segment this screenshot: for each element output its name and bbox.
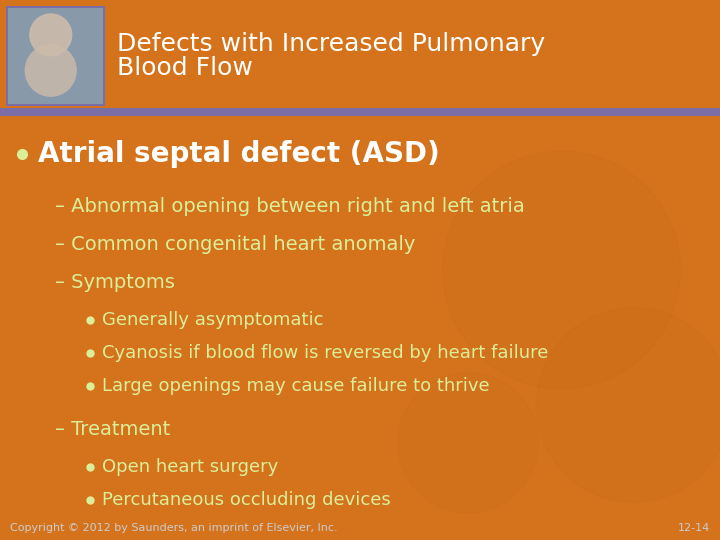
Text: Cyanosis if blood flow is reversed by heart failure: Cyanosis if blood flow is reversed by he… [102,344,549,362]
Text: Open heart surgery: Open heart surgery [102,458,278,476]
Text: – Common congenital heart anomaly: – Common congenital heart anomaly [55,234,415,254]
Circle shape [397,373,539,513]
Text: – Symptoms: – Symptoms [55,273,175,292]
Circle shape [536,308,720,502]
Text: Percutaneous occluding devices: Percutaneous occluding devices [102,491,391,509]
Text: Copyright © 2012 by Saunders, an imprint of Elsevier, Inc.: Copyright © 2012 by Saunders, an imprint… [10,523,338,533]
Circle shape [443,151,680,389]
Text: Defects with Increased Pulmonary: Defects with Increased Pulmonary [117,32,545,56]
Text: 12-14: 12-14 [678,523,710,533]
Text: – Abnormal opening between right and left atria: – Abnormal opening between right and lef… [55,197,525,215]
Text: Generally asymptomatic: Generally asymptomatic [102,311,323,329]
Text: – Treatment: – Treatment [55,420,170,438]
Bar [0,108,720,116]
Ellipse shape [24,44,77,97]
Bar [6,6,105,106]
Circle shape [30,14,72,56]
Bar [8,8,103,104]
Text: Large openings may cause failure to thrive: Large openings may cause failure to thri… [102,377,490,395]
Text: Blood Flow: Blood Flow [117,56,253,80]
Text: Atrial septal defect (ASD): Atrial septal defect (ASD) [38,140,440,168]
